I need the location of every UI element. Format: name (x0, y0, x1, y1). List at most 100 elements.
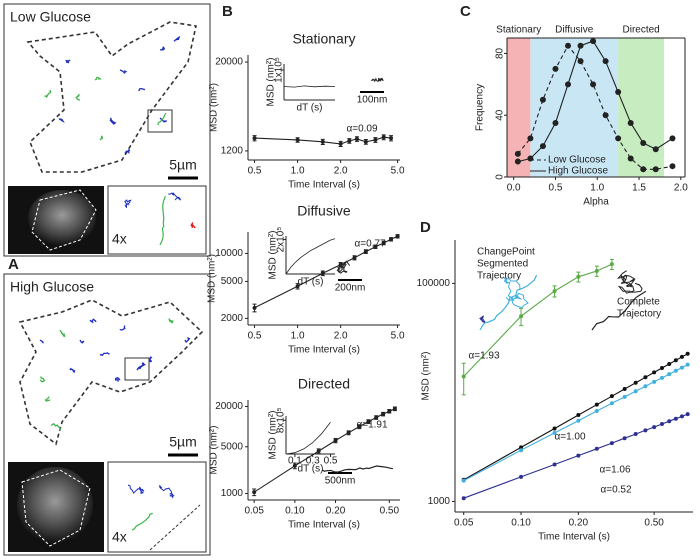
trajectory (58, 118, 65, 123)
y-axis-label: MSD (nm²) (209, 426, 220, 475)
trajectory (119, 325, 126, 331)
trajectory (99, 135, 103, 141)
x-tick-label: 0.05 (244, 506, 264, 517)
y-axis-label: Frequency (475, 84, 486, 131)
data-point (338, 141, 343, 146)
data-point (354, 136, 359, 141)
data-point (576, 453, 581, 458)
trajectory (99, 352, 110, 357)
data-point (594, 402, 599, 407)
zoom-panel (107, 185, 207, 255)
data-point (519, 445, 524, 450)
data-point (387, 409, 392, 414)
y-tick-label: 1200 (221, 146, 244, 157)
trajectory (479, 274, 538, 331)
x-tick-label: 1.0 (291, 166, 305, 177)
region-label: Diffusive (555, 25, 594, 36)
trajectory (138, 87, 145, 92)
data-point (660, 375, 665, 380)
trajectory (39, 376, 46, 383)
data-point (514, 150, 521, 157)
data-point (602, 58, 609, 65)
data-point (577, 58, 584, 65)
data-point (389, 136, 394, 141)
cell-edge (149, 504, 201, 551)
trajectory (64, 59, 71, 64)
data-point (295, 284, 300, 289)
trajectory (184, 337, 191, 344)
region-label: Directed (623, 25, 660, 36)
y-tick-label: 8x10⁵ (276, 407, 287, 433)
data-point (292, 463, 297, 468)
scale-label: 5µm (169, 434, 197, 450)
data-point (652, 425, 657, 430)
zoom-box (124, 357, 150, 381)
trajectory (157, 112, 167, 126)
panel-title: High Glucose (10, 279, 94, 295)
trajectory (190, 221, 196, 229)
trajectory (591, 290, 647, 331)
data-point (565, 42, 572, 49)
zoom-panel (107, 461, 207, 553)
data-point (633, 380, 638, 385)
trajectory (616, 270, 643, 294)
data-point (594, 268, 599, 273)
x-tick-label: 0.05 (454, 518, 474, 529)
data-point (594, 409, 599, 414)
series-line (254, 136, 392, 145)
error-bar (461, 362, 466, 396)
x-tick-label: 0.10 (285, 506, 305, 517)
series-line (254, 235, 398, 309)
trajectory (159, 195, 166, 246)
data-point (320, 139, 325, 144)
panel-label: D (420, 219, 431, 236)
x-axis-label: dT (s) (298, 277, 324, 288)
trajectory (131, 512, 153, 531)
x-tick-label: 0.1 (288, 456, 302, 467)
scale-label: 500nm (325, 476, 356, 487)
data-point (633, 432, 638, 437)
data-point (660, 366, 665, 371)
x-tick-label: 5.0 (391, 331, 405, 342)
x-tick-label: 1.0 (590, 183, 604, 194)
data-point (346, 430, 351, 435)
data-point (622, 394, 627, 399)
data-point (594, 446, 599, 451)
data-point (667, 361, 672, 366)
series-label: α=1.06 (599, 465, 631, 476)
data-point (669, 135, 676, 142)
data-point (667, 419, 672, 424)
trajectory (124, 199, 132, 208)
trajectory (39, 339, 44, 344)
data-point (461, 496, 466, 501)
data-point (392, 406, 397, 411)
data-point (552, 289, 557, 294)
trajectory (503, 276, 529, 309)
x-tick-label: 2.0 (334, 166, 348, 177)
data-point (633, 389, 638, 394)
data-point (640, 140, 647, 147)
trajectory (59, 329, 66, 338)
x-tick-label: 0.5 (248, 331, 262, 342)
cell-outline (26, 21, 197, 173)
y-tick-label: 1000 (221, 488, 244, 499)
scale-label: 100nm (357, 95, 388, 106)
x-axis-label: Time Interval (s) (288, 520, 360, 531)
y-tick-label: 100000 (417, 278, 451, 289)
y-tick-label: 10000 (215, 248, 243, 259)
y-tick-label: 20000 (215, 57, 243, 68)
trajectory (69, 367, 76, 374)
x-tick-label: 0.10 (511, 518, 531, 529)
trajectory (173, 35, 181, 42)
data-point (673, 416, 678, 421)
panel-label: C (460, 3, 471, 20)
series-line (463, 263, 613, 377)
panel-title: Low Glucose (10, 9, 91, 25)
data-point (590, 38, 597, 45)
data-point (527, 135, 534, 142)
data-point (381, 240, 386, 245)
zoom-label: 4x (112, 231, 127, 247)
data-point (685, 362, 690, 367)
chart-title: Directed (298, 376, 350, 392)
